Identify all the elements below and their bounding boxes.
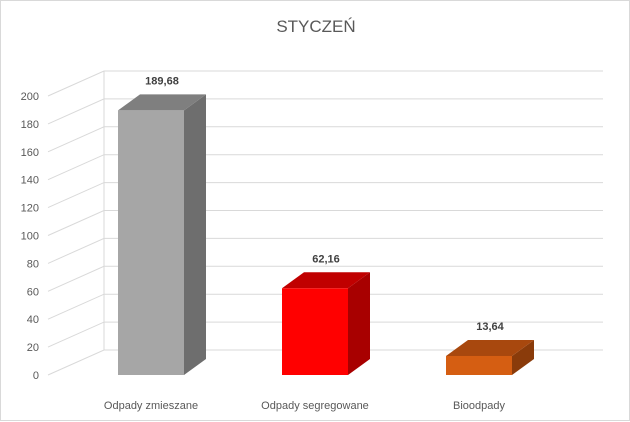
y-tick-label: 200 <box>21 91 39 103</box>
bar-front <box>118 110 184 376</box>
bar-side <box>348 272 370 375</box>
y-tick-label: 60 <box>27 286 39 298</box>
y-tick-label: 80 <box>27 258 39 270</box>
data-label: 62,16 <box>312 253 340 265</box>
bar-top <box>282 272 370 289</box>
x-category-label: Odpady segregowane <box>261 400 369 412</box>
y-tick-label: 20 <box>27 342 39 354</box>
y-tick-label: 40 <box>27 314 39 326</box>
y-tick-label: 180 <box>21 119 39 131</box>
y-tick-label: 0 <box>33 370 39 382</box>
y-tick-label: 120 <box>21 203 39 215</box>
x-category-label: Bioodpady <box>453 400 505 412</box>
bar <box>446 339 534 375</box>
bar <box>282 272 370 375</box>
bars: 189,68 62,16 13,64 <box>118 75 534 376</box>
chart-title: STYCZEŃ <box>276 17 355 36</box>
y-axis-ticks: 0 20 40 60 80 100 120 140 160 180 200 <box>21 91 39 382</box>
bar-side <box>184 94 206 376</box>
data-label: 189,68 <box>145 75 179 87</box>
y-tick-label: 140 <box>21 175 39 187</box>
bar-top <box>446 339 534 356</box>
x-axis-categories: Odpady zmieszane Odpady segregowane Bioodp… <box>104 400 506 412</box>
gridlines <box>47 70 603 376</box>
bar-top <box>118 94 206 111</box>
bar-front <box>446 355 512 375</box>
gridline <box>47 70 603 97</box>
data-label: 13,64 <box>476 321 504 333</box>
y-tick-label: 160 <box>21 147 39 159</box>
y-tick-label: 100 <box>21 231 39 243</box>
x-category-label: Odpady zmieszane <box>104 400 198 412</box>
bar-side <box>512 339 534 375</box>
bar-front <box>282 288 348 375</box>
bar <box>118 94 206 376</box>
